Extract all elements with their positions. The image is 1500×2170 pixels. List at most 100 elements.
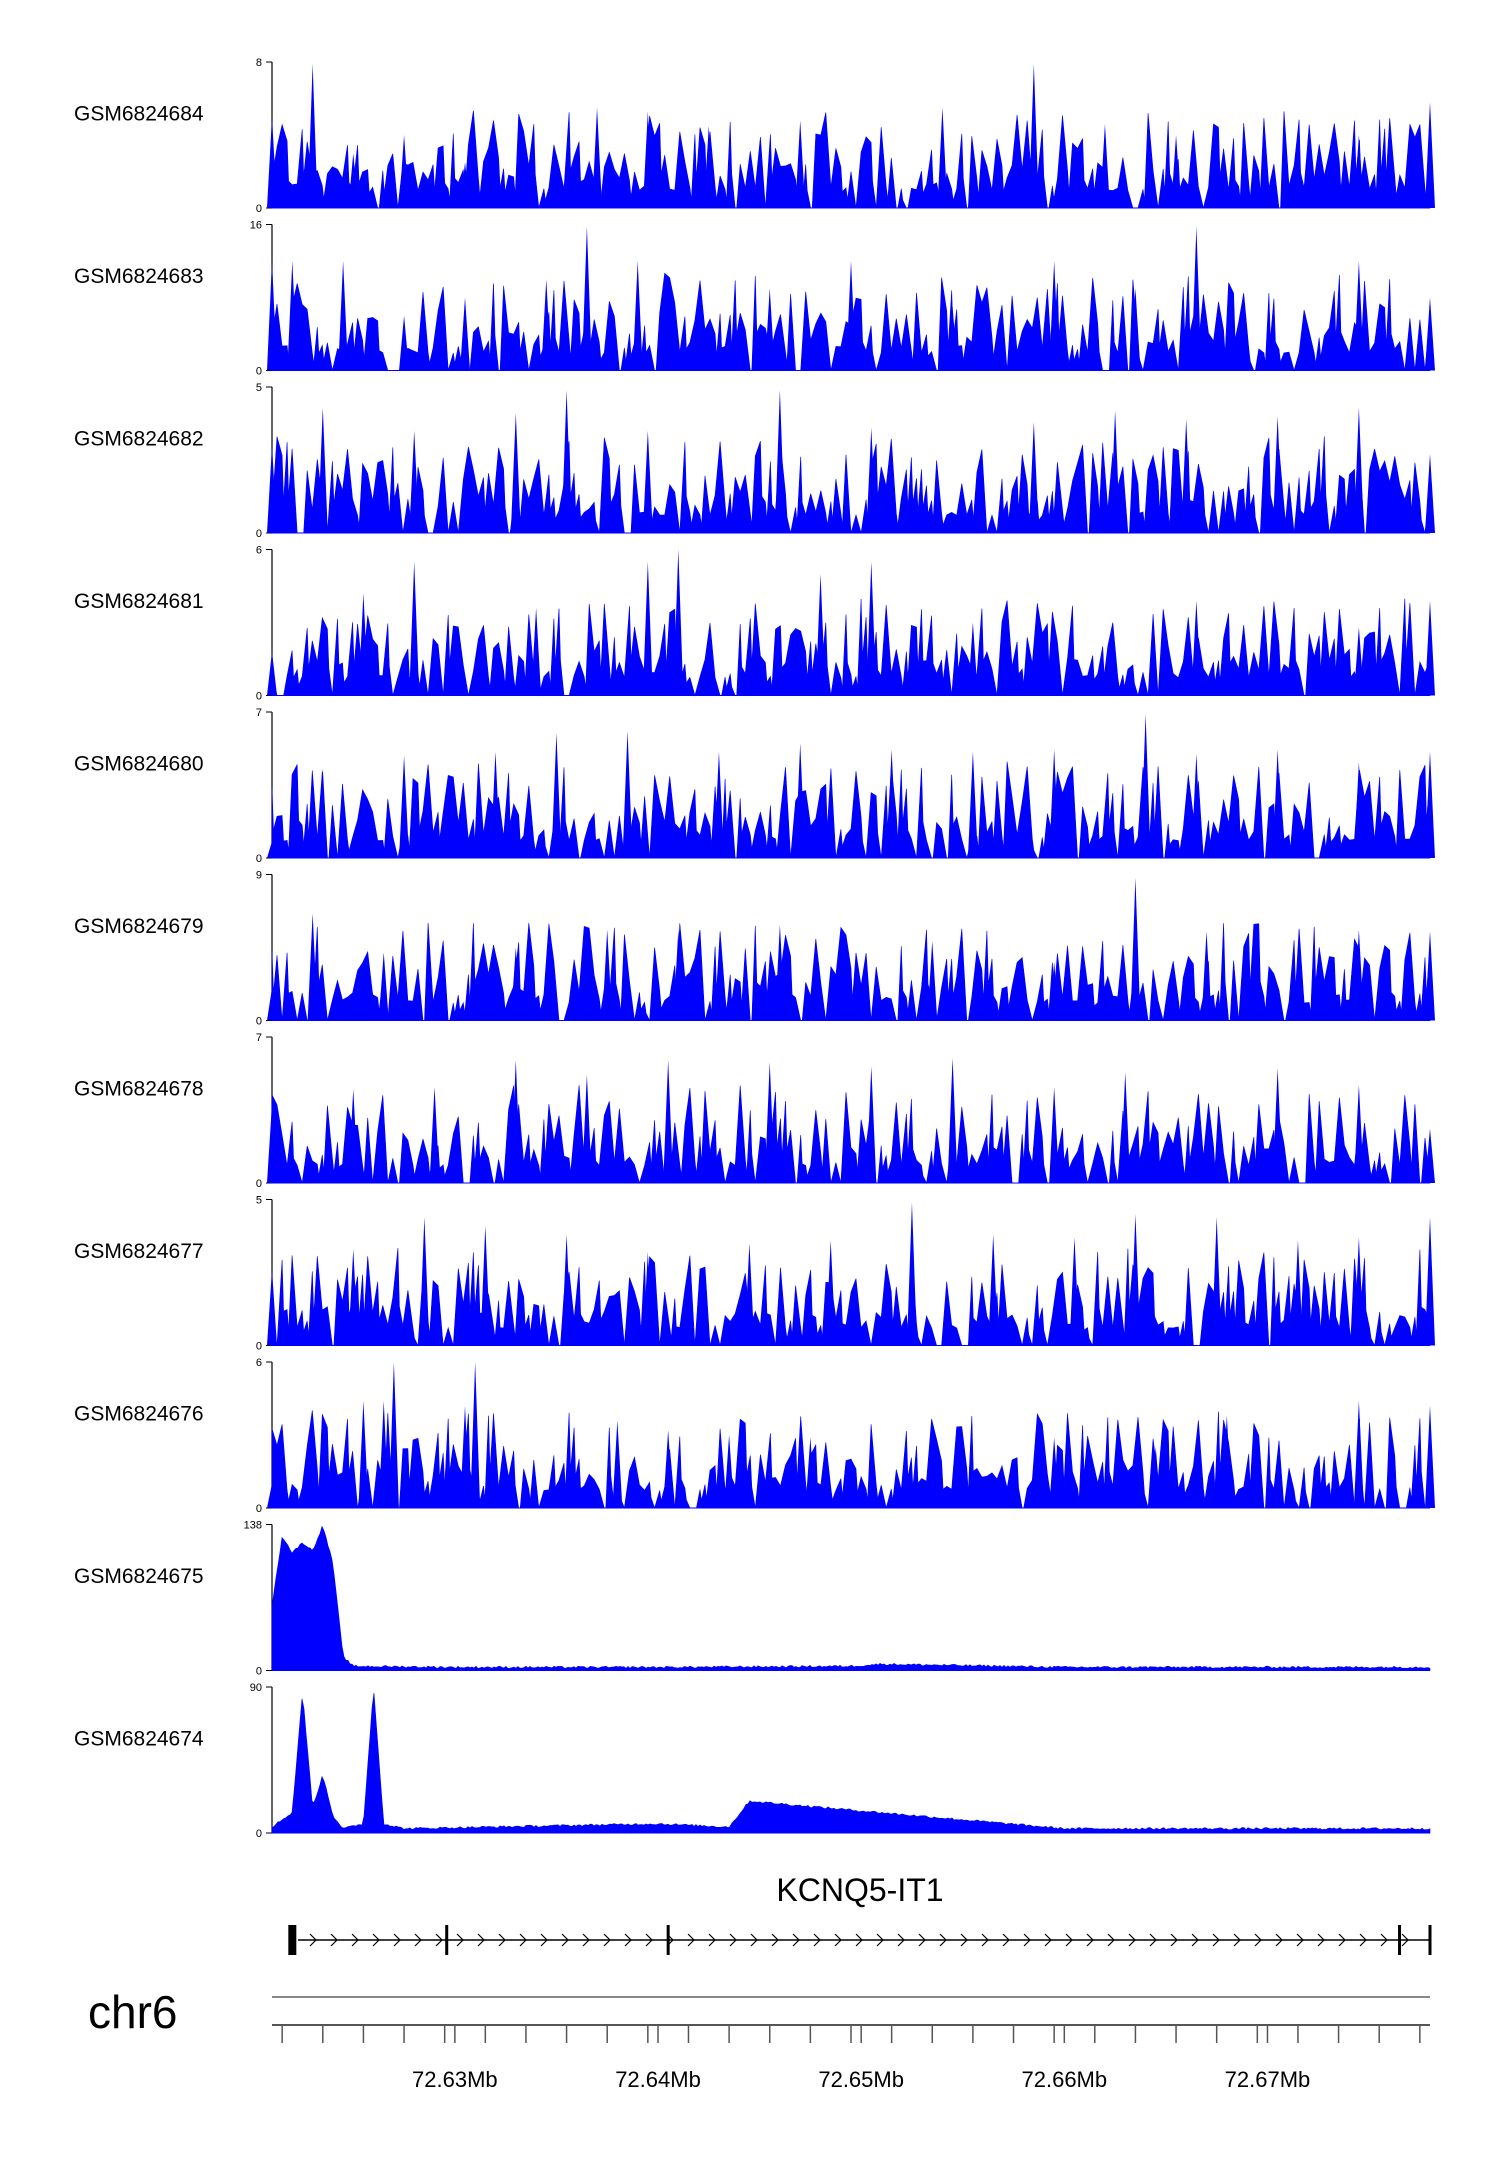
y-zero-label: 0: [256, 203, 262, 215]
peak-mark: [927, 1420, 938, 1508]
peak-mark: [1049, 749, 1060, 858]
coverage-area: [271, 436, 1432, 534]
y-zero-label: 0: [256, 1666, 262, 1678]
y-max-label: 7: [256, 1032, 262, 1044]
peak-mark: [1425, 102, 1435, 208]
strand-arrow: [1002, 1933, 1010, 1947]
chromosome-label: chr6: [88, 1986, 177, 2038]
peak-mark: [927, 941, 938, 1021]
strand-arrows: [309, 1933, 1409, 1947]
peak-mark: [1353, 1400, 1364, 1508]
peak-mark: [988, 1234, 999, 1346]
peak-mark: [947, 306, 958, 371]
coverage-area: [271, 761, 1432, 860]
strand-arrow: [1170, 1933, 1178, 1947]
coverage-area: [271, 1410, 1431, 1510]
y-zero-label: 0: [256, 1341, 262, 1353]
coverage-tracks: GSM682468480GSM6824683160GSM682468250GSM…: [74, 57, 1435, 1840]
strand-arrow: [1128, 1933, 1136, 1947]
peak-mark: [267, 1269, 277, 1346]
y-zero-label: 0: [256, 1016, 262, 1028]
strand-arrow: [1191, 1933, 1199, 1947]
peak-mark: [348, 153, 359, 208]
track-label: GSM6824679: [74, 915, 204, 938]
peak-mark: [795, 120, 806, 208]
peak-mark: [846, 261, 856, 371]
peak-mark: [602, 929, 613, 1021]
peak-mark: [541, 279, 552, 371]
peak-mark: [1150, 1447, 1161, 1508]
peak-mark: [267, 988, 277, 1021]
peak-mark: [612, 1420, 623, 1508]
peak-mark: [937, 107, 948, 208]
peak-mark: [388, 1362, 399, 1508]
peak-mark: [1130, 877, 1141, 1021]
peak-mark: [1272, 1068, 1283, 1183]
strand-arrow: [1254, 1933, 1262, 1947]
peak-mark: [531, 607, 542, 696]
peak-mark: [399, 135, 410, 208]
coverage-track: GSM6824683 16 0: [74, 220, 1435, 378]
axis-ticks: [281, 2025, 1421, 2043]
peak-mark: [510, 413, 521, 533]
peak-mark: [358, 593, 369, 696]
track-label: GSM6824684: [74, 103, 204, 126]
track-label: GSM6824677: [74, 1240, 204, 1263]
exon-mark: [1428, 1925, 1432, 1955]
peak-mark: [1130, 1214, 1141, 1346]
peak-mark: [1425, 1405, 1435, 1508]
peak-mark: [622, 730, 633, 858]
strand-arrow: [477, 1933, 485, 1947]
y-zero-label: 0: [256, 1828, 262, 1840]
y-zero-label: 0: [256, 1178, 262, 1190]
coverage-area: [271, 1525, 1431, 1671]
track-label: GSM6824681: [74, 590, 204, 613]
peak-mark: [267, 116, 277, 208]
peak-mark: [642, 430, 653, 533]
y-max-label: 90: [250, 1682, 262, 1694]
coverage-area: [271, 1247, 1431, 1347]
tick-label: 72.63Mb: [412, 2067, 498, 2092]
peak-mark: [744, 1243, 755, 1346]
track-label: GSM6824683: [74, 265, 204, 288]
peak-mark: [399, 755, 410, 858]
peak-mark: [1353, 1084, 1364, 1183]
strand-arrow: [750, 1933, 758, 1947]
y-zero-label: 0: [256, 1503, 262, 1515]
strand-arrow: [624, 1933, 632, 1947]
y-zero-label: 0: [256, 691, 262, 703]
coverage-track: GSM6824682 5 0: [74, 382, 1435, 540]
strand-arrow: [897, 1933, 905, 1947]
coverage-track: GSM6824681 6 0: [74, 545, 1435, 703]
peak-mark: [551, 732, 562, 858]
peak-mark: [378, 1400, 389, 1508]
peak-mark: [1353, 1237, 1364, 1346]
strand-arrow: [792, 1933, 800, 1947]
strand-arrow: [1065, 1933, 1073, 1947]
peak-mark: [947, 1057, 958, 1183]
peak-mark: [510, 947, 521, 1021]
track-label: GSM6824682: [74, 428, 204, 451]
y-max-label: 8: [256, 57, 262, 69]
strand-arrow: [813, 1933, 821, 1947]
peak-mark: [1353, 762, 1364, 858]
peak-mark: [764, 288, 775, 371]
strand-arrow: [981, 1933, 989, 1947]
peak-mark: [1099, 124, 1110, 208]
strand-arrow: [519, 1933, 527, 1947]
exon-mark: [666, 1925, 670, 1955]
peak-mark: [307, 63, 318, 209]
peak-mark: [774, 389, 785, 533]
coverage-track: GSM6824677 5 0: [74, 1195, 1435, 1353]
peak-mark: [1353, 407, 1364, 533]
peak-mark: [1049, 1087, 1060, 1183]
peak-mark: [1353, 929, 1364, 1021]
peak-mark: [886, 749, 897, 858]
strand-arrow: [1380, 1933, 1388, 1947]
strand-arrow: [729, 1933, 737, 1947]
peak-mark: [378, 952, 389, 1021]
peak-mark: [1353, 627, 1364, 696]
peak-mark: [642, 111, 653, 208]
peak-mark: [866, 1066, 877, 1183]
track-label: GSM6824674: [74, 1728, 204, 1751]
